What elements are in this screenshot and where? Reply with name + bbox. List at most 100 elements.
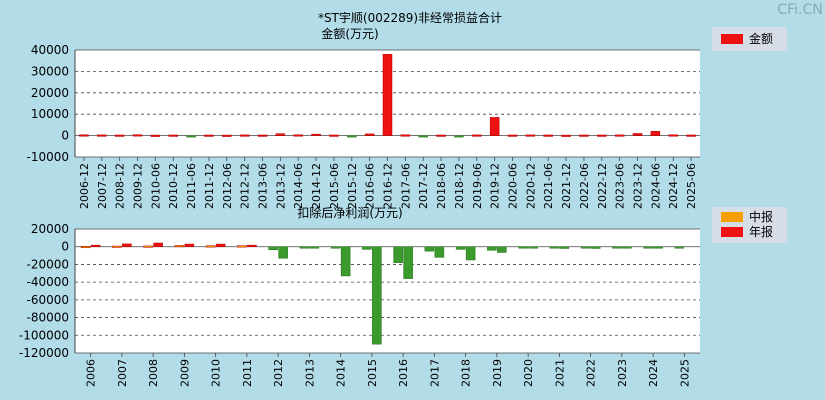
bar-中报-2010 <box>205 245 216 248</box>
x-tick-label: 2010 <box>210 359 223 387</box>
bar-金额-2014-12 <box>311 133 321 136</box>
bar-中报-2009 <box>174 245 185 248</box>
bar-中报-2019 <box>487 246 497 251</box>
bar-金额-2018-12 <box>454 135 464 138</box>
bar-金额-2010-12 <box>168 134 178 137</box>
legend-interim-label: 中报 <box>749 209 773 224</box>
x-tick-label: 2018 <box>460 359 473 387</box>
y-tick-label: 30000 <box>31 64 69 78</box>
bottom-x-ticks: 2006 2007 2008 2009 2010 2011 2012 2013 2014 2015… <box>85 353 691 387</box>
top-bars <box>79 54 696 138</box>
top-legend: 金额 <box>712 27 787 51</box>
y-tick-label: -40000 <box>26 275 69 289</box>
bar-年报-2007 <box>122 243 132 247</box>
bar-金额-2014-06 <box>293 134 303 137</box>
x-tick-label: 2015-12 <box>346 163 359 209</box>
top-chart-title: *ST宇顺(002289)非经常损益合计 <box>318 10 502 25</box>
x-tick-label: 2024-06 <box>649 163 662 209</box>
bar-中报-2016 <box>393 246 403 263</box>
bar-中报-2017 <box>424 246 435 252</box>
bar-金额-2016-12 <box>382 54 393 136</box>
bar-中报-2025 <box>674 246 685 249</box>
bottom-legend: 中报 年报 <box>712 207 787 243</box>
y-tick-label: -10000 <box>26 150 69 164</box>
bar-年报-2013 <box>309 246 320 249</box>
x-tick-label: 2023-12 <box>632 163 645 209</box>
bar-金额-2025-06 <box>686 134 696 137</box>
bar-中报-2007 <box>112 245 122 248</box>
x-tick-label: 2017-06 <box>399 163 412 209</box>
bar-年报-2024 <box>653 246 663 249</box>
x-tick-label: 2013-12 <box>274 163 287 209</box>
x-tick-label: 2007-12 <box>96 163 109 209</box>
bar-年报-2008 <box>153 242 163 247</box>
x-tick-label: 2012-12 <box>239 163 252 209</box>
x-tick-label: 2008-12 <box>114 163 127 209</box>
bar-年报-2019 <box>497 246 507 253</box>
bar-金额-2020-12 <box>525 134 536 137</box>
x-tick-label: 2020-06 <box>507 163 520 209</box>
x-tick-label: 2021-12 <box>560 163 573 209</box>
legend-amount-label: 金额 <box>749 31 773 46</box>
bar-金额-2022-06 <box>579 134 589 137</box>
bar-金额-2006-12 <box>79 134 89 137</box>
x-tick-label: 2021 <box>553 359 566 387</box>
bar-中报-2015 <box>362 246 372 250</box>
bar-中报-2014 <box>330 246 341 249</box>
bar-年报-2017 <box>434 246 445 258</box>
bar-中报-2018 <box>455 246 466 250</box>
bar-中报-2020 <box>518 246 528 249</box>
y-tick-label: -100000 <box>19 328 69 342</box>
y-tick-label: 20000 <box>31 222 69 236</box>
x-tick-label: 2020 <box>522 359 535 387</box>
x-tick-label: 2018-12 <box>453 163 466 209</box>
legend-annual-swatch <box>721 227 743 237</box>
x-tick-label: 2019-12 <box>489 163 502 209</box>
x-tick-label: 2012-06 <box>221 163 234 209</box>
y-tick-label: -80000 <box>26 311 69 325</box>
x-tick-label: 2018-06 <box>435 163 448 209</box>
y-tick-label: 0 <box>61 240 69 254</box>
bar-金额-2008-12 <box>114 134 125 137</box>
bar-年报-2010 <box>215 243 226 247</box>
x-tick-label: 2017 <box>428 359 441 387</box>
x-tick-label: 2017-12 <box>417 163 430 209</box>
x-tick-label: 2010-06 <box>149 163 162 209</box>
bar-金额-2011-12 <box>204 134 214 137</box>
x-tick-label: 2019-06 <box>471 163 484 209</box>
x-tick-label: 2022-06 <box>578 163 591 209</box>
bar-中报-2023 <box>612 246 622 249</box>
x-tick-label: 2007 <box>116 359 129 387</box>
bar-中报-2012 <box>268 246 278 251</box>
bar-金额-2020-06 <box>507 134 518 137</box>
bar-金额-2013-12 <box>275 133 286 136</box>
bar-金额-2013-06 <box>257 134 268 137</box>
bar-金额-2023-06 <box>614 134 625 137</box>
x-tick-label: 2023 <box>616 359 629 387</box>
bar-中报-2024 <box>643 246 653 249</box>
bar-金额-2015-06 <box>329 134 339 137</box>
bar-年报-2021 <box>559 246 570 249</box>
x-tick-label: 2016-06 <box>364 163 377 209</box>
bar-中报-2013 <box>299 246 310 249</box>
x-tick-label: 2008 <box>147 359 160 387</box>
x-tick-label: 2016 <box>397 359 410 387</box>
bar-年报-2016 <box>403 246 413 279</box>
x-tick-label: 2014-06 <box>292 163 305 209</box>
x-tick-label: 2016-12 <box>382 163 395 209</box>
bar-金额-2024-12 <box>668 134 678 137</box>
x-tick-label: 2025-06 <box>685 163 698 209</box>
bar-金额-2018-06 <box>436 134 446 137</box>
bar-年报-2018 <box>465 246 476 261</box>
x-tick-label: 2011-06 <box>185 163 198 209</box>
bar-金额-2017-06 <box>400 134 411 137</box>
bar-中报-2021 <box>549 246 560 249</box>
bar-金额-2012-06 <box>222 134 232 137</box>
bar-中报-2008 <box>143 245 153 248</box>
bottom-plot-area <box>75 229 700 353</box>
x-tick-label: 2013 <box>303 359 316 387</box>
y-tick-label: -60000 <box>26 293 69 307</box>
top-x-ticks: 2006-12 2007-12 2008-12 2009-12 2010-06 2010-… <box>78 157 698 209</box>
bar-金额-2019-12 <box>489 117 500 136</box>
bar-年报-2015 <box>372 246 382 345</box>
